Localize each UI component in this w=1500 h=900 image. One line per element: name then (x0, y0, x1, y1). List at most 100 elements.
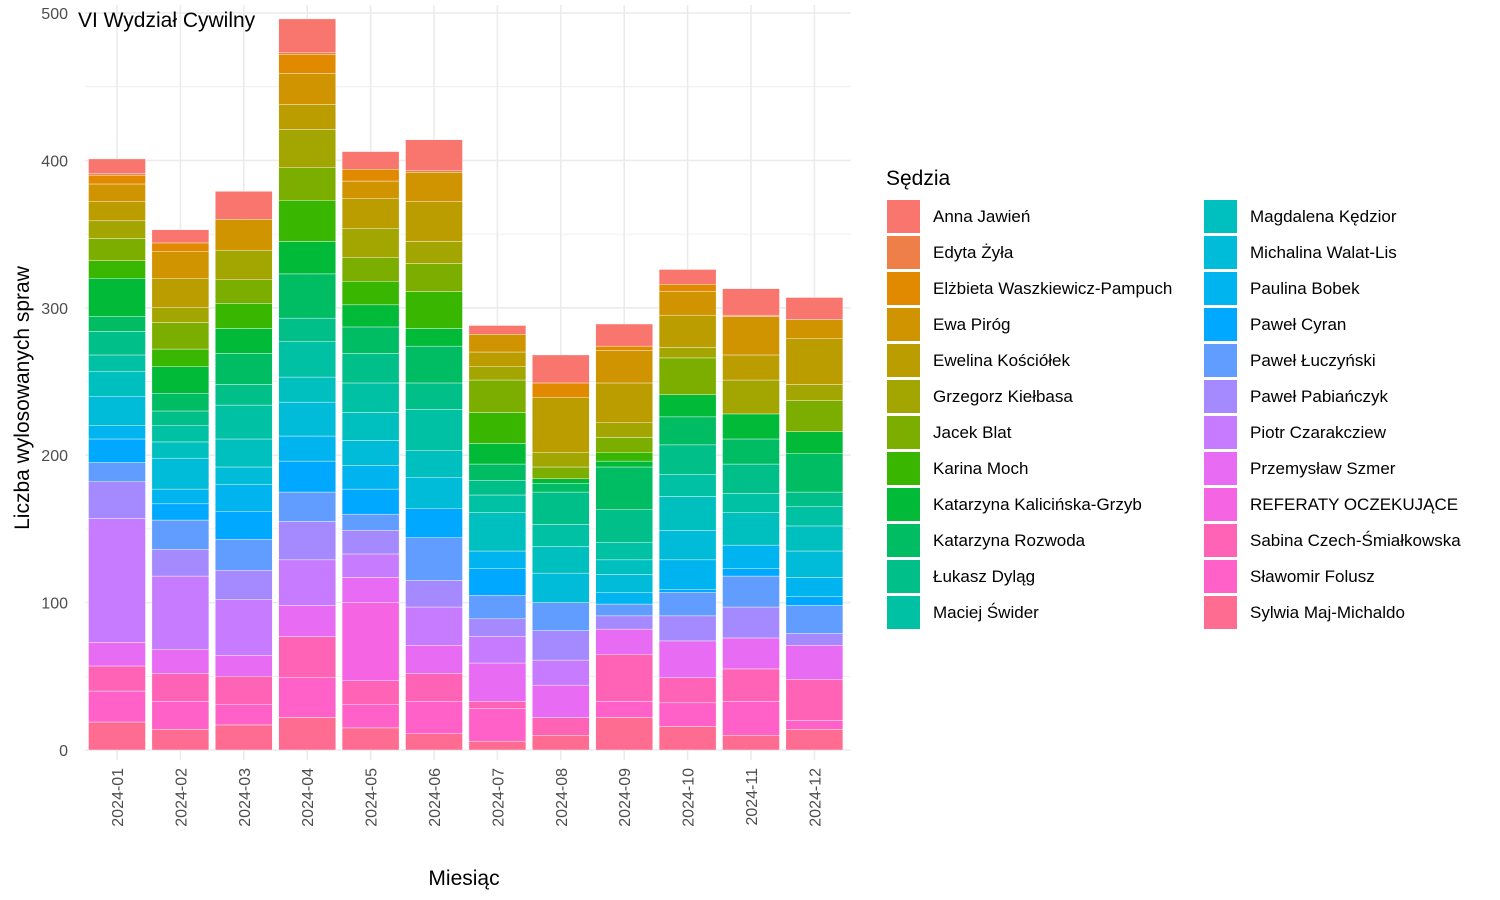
bar-segment (88, 220, 146, 239)
bar-segment (151, 410, 210, 426)
bar-segment (722, 568, 780, 577)
bar-segment (468, 463, 527, 481)
x-tick-label: 2024-01 (110, 768, 127, 827)
bar-segment (405, 171, 463, 202)
bar-segment (278, 521, 336, 561)
legend-label: Przemysław Szmer (1250, 459, 1396, 478)
x-axis-title: Miesiąc (428, 867, 499, 890)
legend-item: REFERATY OCZEKUJĄCE (1204, 488, 1458, 521)
bar-segment (658, 702, 717, 727)
bar-segment (468, 740, 527, 751)
bar-segment (341, 326, 400, 354)
bar-segment (658, 416, 717, 446)
bar-stack-2024-05 (341, 151, 400, 751)
bar-segment (532, 382, 590, 398)
bar-segment (658, 291, 717, 316)
bar-segment (151, 307, 210, 323)
bars (88, 18, 844, 751)
y-axis-title: Liczba wylosowanych spraw (11, 265, 34, 530)
bar-segment (88, 260, 146, 279)
legend-swatch (887, 344, 920, 377)
bar-stack-2024-03 (215, 191, 273, 751)
legend-swatch (887, 488, 920, 521)
chart-title: VI Wydział Cywilny (78, 9, 256, 32)
bar-segment (595, 437, 653, 453)
bar-segment (88, 690, 146, 723)
bar-segment (215, 279, 273, 304)
bar-segment (468, 708, 527, 742)
bar-segment (532, 397, 590, 453)
bar-segment (722, 463, 780, 494)
x-tick-label: 2024-12 (807, 768, 824, 827)
bar-segment (595, 574, 653, 593)
bar-segment (722, 701, 780, 736)
bar-stack-2024-09 (595, 323, 653, 751)
legend-item: Sławomir Folusz (1204, 560, 1375, 593)
bar-segment (151, 673, 210, 702)
bar-segment (88, 316, 146, 332)
bar-segment (341, 680, 400, 705)
bar-segment (278, 605, 336, 637)
bar-segment (215, 704, 273, 726)
bar-segment (658, 347, 717, 359)
y-tick-label: 200 (41, 448, 68, 465)
bar-segment (468, 412, 527, 444)
bar-segment (658, 394, 717, 418)
legend-swatch (1204, 272, 1237, 305)
x-tick-label: 2024-08 (554, 768, 571, 827)
bar-stack-2024-12 (785, 297, 844, 751)
bar-segment (405, 450, 463, 478)
bar-segment (722, 288, 780, 316)
legend-item: Jacek Blat (887, 416, 1012, 449)
bar-segment (278, 104, 336, 130)
legend-label: Paulina Bobek (1250, 279, 1360, 298)
bar-segment (341, 169, 400, 182)
legend-label: REFERATY OCZEKUJĄCE (1250, 495, 1458, 514)
bar-segment (595, 559, 653, 575)
bar-segment (785, 679, 844, 721)
legend-label: Ewa Piróg (933, 315, 1010, 334)
legend-item: Katarzyna Kalicińska-Grzyb (887, 488, 1142, 521)
legend-item: Paulina Bobek (1204, 272, 1360, 305)
bar-segment (278, 273, 336, 319)
bar-segment (151, 242, 210, 252)
bar-segment (278, 491, 336, 522)
bar-segment (532, 735, 590, 751)
legend-label: Sabina Czech-Śmiałkowska (1250, 531, 1461, 550)
legend-swatch (887, 560, 920, 593)
bar-segment (468, 351, 527, 367)
bar-segment (88, 370, 146, 397)
bar-segment (341, 704, 400, 729)
bar-segment (785, 525, 844, 552)
legend-label: Katarzyna Kalicińska-Grzyb (933, 495, 1142, 514)
bar-segment (88, 174, 146, 185)
legend-label: Jacek Blat (933, 423, 1012, 442)
legend-swatch (887, 200, 920, 233)
bar-segment (88, 238, 146, 261)
bar-segment (722, 544, 780, 569)
bar-segment (278, 54, 336, 74)
bar-segment (405, 537, 463, 581)
legend-label: Michalina Walat-Lis (1250, 243, 1397, 262)
bar-segment (215, 599, 273, 656)
bar-segment (341, 353, 400, 384)
bar-segment (88, 201, 146, 222)
legend-swatch (887, 272, 920, 305)
bar-segment (151, 701, 210, 730)
bar-stack-2024-04 (278, 18, 336, 751)
legend-label: Paweł Łuczyński (1250, 351, 1376, 370)
bar-segment (405, 201, 463, 242)
bar-segment (405, 345, 463, 384)
bar-segment (215, 676, 273, 705)
bar-segment (785, 297, 844, 320)
bar-segment (88, 425, 146, 440)
bar-segment (151, 425, 210, 443)
legend-label: Sławomir Folusz (1250, 567, 1375, 586)
bar-segment (722, 314, 780, 317)
bar-segment (785, 506, 844, 527)
legend-swatch (887, 308, 920, 341)
legend-item: Edyta Żyła (887, 236, 1014, 269)
bar-segment (405, 645, 463, 674)
bar-segment (468, 334, 527, 353)
x-tick-label: 2024-09 (617, 768, 634, 827)
